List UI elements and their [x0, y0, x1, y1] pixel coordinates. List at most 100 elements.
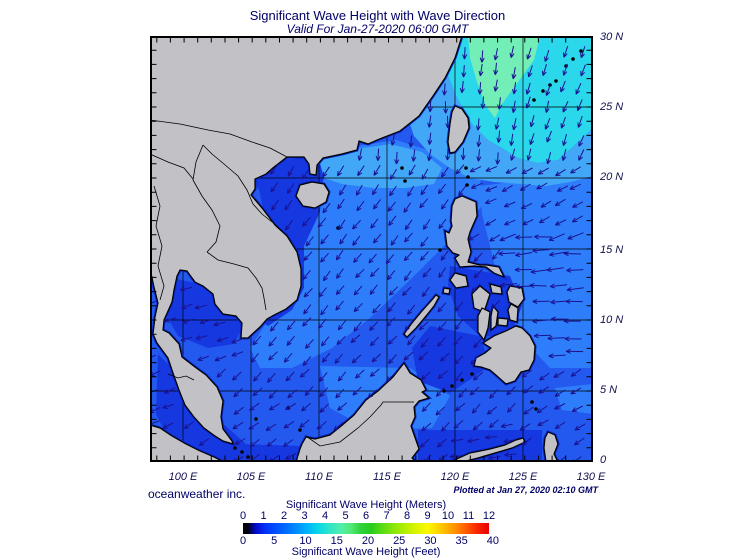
sea-shade-patch [468, 36, 540, 118]
feet-tick-label: 35 [455, 535, 468, 547]
feet-tick-label: 0 [239, 535, 247, 547]
plotted-timestamp: Plotted at Jan 27, 2020 02:10 GMT [453, 485, 598, 495]
feet-tick-label: 25 [393, 535, 406, 547]
page-title: Significant Wave Height with Wave Direct… [249, 8, 506, 23]
lat-label: 25 N [600, 101, 624, 113]
lon-label: 120 E [440, 471, 470, 483]
landmass [150, 36, 463, 445]
lat-label: 30 N [600, 31, 624, 43]
small-island [534, 407, 538, 411]
small-island [403, 179, 407, 183]
sea-shade-patch [555, 384, 593, 414]
lon-label: 130 E [576, 471, 606, 483]
meters-tick-label: 3 [301, 510, 308, 522]
feet-tick-label: 40 [486, 535, 500, 547]
small-island [532, 98, 536, 102]
lon-label: 115 E [373, 471, 401, 483]
lat-label: 5 N [600, 384, 618, 396]
landmass [497, 317, 509, 327]
lon-label: 100 E [168, 471, 198, 483]
feet-tick-label: 20 [361, 535, 375, 547]
meters-tick-label: 2 [280, 510, 288, 522]
colorbar-gradient [243, 523, 489, 534]
small-island [571, 57, 575, 61]
meters-tick-label: 9 [424, 510, 431, 522]
small-island [460, 378, 464, 382]
landmass [507, 303, 519, 323]
feet-tick-label: 15 [330, 535, 343, 547]
meters-tick-label: 0 [239, 510, 247, 522]
small-island [240, 450, 244, 454]
lat-label: 0 [600, 454, 607, 466]
degree-tick-marks [151, 37, 592, 461]
lon-label: 110 E [305, 471, 333, 483]
landmass [403, 294, 440, 338]
small-island [438, 248, 442, 252]
feet-tick-label: 30 [424, 535, 437, 547]
small-island [579, 49, 583, 53]
meters-tick-label: 6 [362, 510, 370, 522]
feet-tick-label: 10 [299, 535, 312, 547]
small-island [450, 384, 454, 388]
small-island [530, 400, 534, 404]
landmass [543, 431, 559, 462]
landmass [444, 195, 505, 278]
small-island [254, 417, 258, 421]
country-border [167, 373, 195, 381]
lat-label: 20 N [600, 171, 624, 183]
landmass [447, 105, 470, 154]
sea-shade-patch [418, 430, 542, 462]
small-island [541, 89, 545, 93]
landmass [506, 285, 525, 308]
meters-tick-label: 12 [482, 510, 496, 522]
wave-height-map [150, 36, 593, 462]
meters-tick-label: 10 [441, 510, 455, 522]
lat-label: 15 N [600, 244, 624, 256]
sea-shade-patch [238, 444, 302, 462]
small-island [246, 455, 250, 459]
country-border [153, 185, 165, 301]
meters-tick-label: 7 [383, 510, 390, 522]
small-island [400, 166, 404, 170]
landmass [150, 424, 225, 462]
small-island [233, 446, 237, 450]
meters-tick-label: 5 [342, 510, 349, 522]
small-island [465, 183, 469, 187]
landmass [477, 307, 491, 341]
meters-tick-label: 1 [260, 510, 267, 522]
colorbar-title-feet: Significant Wave Height (Feet) [291, 546, 441, 558]
country-border [206, 251, 267, 311]
meters-tick-label: 4 [321, 510, 329, 522]
country-border [192, 144, 221, 253]
country-border [150, 153, 194, 180]
feet-tick-label: 5 [271, 535, 278, 547]
landmass [442, 287, 451, 295]
meters-tick-label: 11 [462, 510, 475, 522]
small-island [554, 79, 558, 83]
small-island [442, 389, 446, 393]
lat-label: 10 N [600, 314, 624, 326]
landmass [449, 437, 526, 462]
wave-direction-arrows [150, 45, 586, 462]
landmass [490, 305, 499, 331]
colorbar-title-meters: Significant Wave Height (Meters) [285, 499, 447, 511]
landmass [449, 272, 469, 289]
lon-label: 125 E [508, 471, 538, 483]
small-island [470, 372, 474, 376]
landmass [489, 283, 503, 295]
country-border [150, 119, 288, 158]
sea-shade-patch [412, 326, 490, 393]
map-frame [150, 36, 593, 462]
small-island [466, 175, 470, 179]
lon-label: 105 E [236, 471, 266, 483]
small-island [298, 428, 302, 432]
meters-tick-label: 8 [403, 510, 411, 522]
valid-time-subtitle: Valid For Jan-27-2020 06:00 GMT [286, 22, 469, 36]
landmass [471, 285, 491, 313]
provider-credit: oceanweather inc. [148, 487, 246, 501]
country-border [305, 401, 414, 447]
landmass [295, 181, 330, 209]
country-border [202, 144, 273, 223]
landmass [295, 362, 430, 462]
